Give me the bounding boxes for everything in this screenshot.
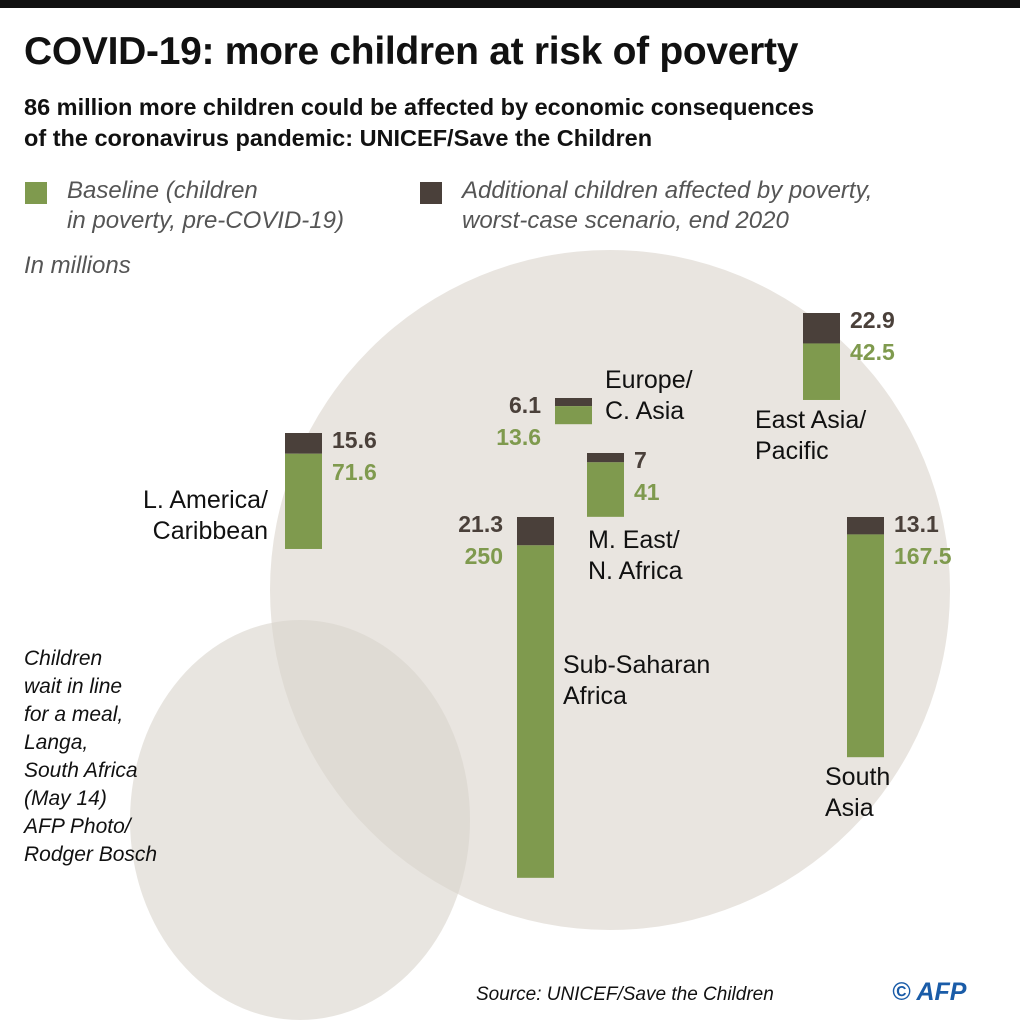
bar-segment <box>847 534 884 758</box>
bar-segment <box>847 517 884 535</box>
bar-segment <box>803 343 840 400</box>
value-label: 41 <box>634 479 660 505</box>
value-label: 13.1 <box>894 511 939 537</box>
credit: © AFP <box>892 978 967 1006</box>
region-label: Europe/ C. Asia <box>605 366 693 425</box>
value-label: 250 <box>464 543 503 569</box>
legend-label: Baseline (children in poverty, pre-COVID… <box>67 177 344 234</box>
bar-segment <box>285 453 322 549</box>
bar-segment <box>517 545 554 878</box>
bar-segment <box>587 453 624 463</box>
bar-segment <box>555 398 592 407</box>
value-label: 22.9 <box>850 307 895 333</box>
value-label: 7 <box>634 447 647 473</box>
bar-segment <box>803 313 840 344</box>
bar-segment <box>587 462 624 517</box>
photo-caption: Children wait in line for a meal, Langa,… <box>24 647 158 866</box>
value-label: 71.6 <box>332 459 377 485</box>
source: Source: UNICEF/Save the Children <box>476 984 774 1005</box>
chart-title: COVID-19: more children at risk of pover… <box>24 30 799 73</box>
value-label: 13.6 <box>496 424 541 450</box>
region-label: Sub-Saharan Africa <box>563 651 711 710</box>
value-label: 15.6 <box>332 427 377 453</box>
photo-placeholder <box>130 620 470 1020</box>
bar-segment <box>555 406 592 425</box>
value-label: 21.3 <box>458 511 503 537</box>
value-label: 6.1 <box>509 392 541 418</box>
unit-label: In millions <box>24 252 131 279</box>
value-label: 167.5 <box>894 543 952 569</box>
legend-swatch <box>25 182 47 204</box>
region-label: L. America/ Caribbean <box>142 486 268 545</box>
top-rule <box>0 0 1020 8</box>
region-label: South Asia <box>825 763 891 822</box>
legend-swatch <box>420 182 442 204</box>
region-label: M. East/ N. Africa <box>588 526 683 585</box>
legend-label: Additional children affected by poverty,… <box>462 177 873 234</box>
bar-segment <box>285 433 322 454</box>
value-label: 42.5 <box>850 339 895 365</box>
region-label: East Asia/ Pacific <box>755 406 867 465</box>
bar-segment <box>517 517 554 546</box>
chart-subtitle: 86 million more children could be affect… <box>24 94 815 151</box>
